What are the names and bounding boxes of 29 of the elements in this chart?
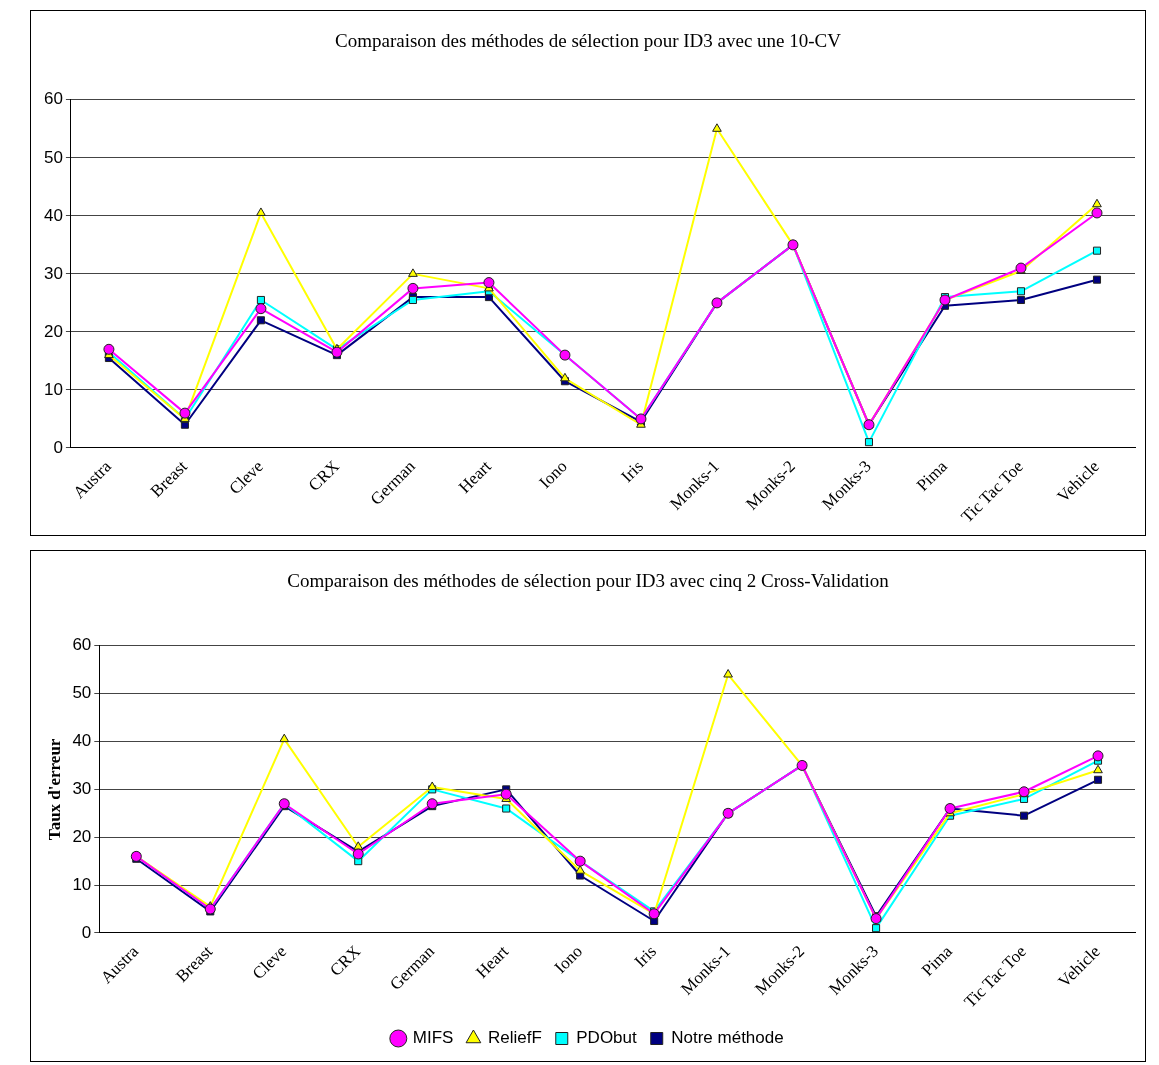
chart-title: Comparaison des méthodes de sélection pour ID3 avec cinq 2 Cross-Validation [287,570,890,592]
y-tick-label: 40 [72,731,92,751]
y-tick-label: 0 [81,922,92,942]
y-tick-label: 30 [72,779,92,799]
legend-label: ReliefF [487,1028,542,1048]
x-tick-label: Tic Tac Toe [960,941,1031,1012]
y-axis-title: Taux d'erreur [44,738,64,841]
x-tick-label: Iris [617,456,647,487]
legend-label: MIFS [412,1028,454,1048]
x-tick-label: Iris [630,941,661,972]
y-tick-label: 20 [72,826,92,846]
legend-label: Notre méthode [671,1028,784,1048]
y-tick-label: 20 [43,321,63,341]
y-tick-label: 0 [53,437,63,457]
y-tick-label: 40 [43,205,63,225]
y-tick-label: 30 [43,263,63,283]
y-tick-label: 10 [43,379,63,399]
y-tick-label: 60 [43,89,63,109]
x-tick-label: Pima [912,456,952,495]
chart-title: Comparaison des méthodes de sélection pour ID3 avec une 10-CV [334,30,842,52]
x-tick-label: Iono [550,941,587,978]
legend-label: PDObut [576,1028,638,1048]
y-tick-label: 10 [72,874,92,894]
x-tick-label: Pima [917,941,957,980]
x-tick-label: Iono [535,456,571,493]
y-tick-label: 50 [43,147,63,167]
y-tick-label: 60 [72,635,92,655]
y-tick-label: 50 [72,683,92,703]
x-tick-label: Tic Tac Toe [957,456,1027,527]
